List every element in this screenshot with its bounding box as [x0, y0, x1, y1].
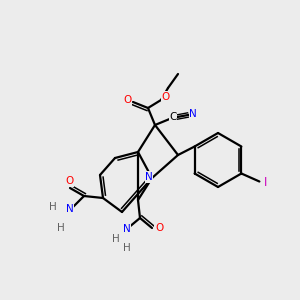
Text: I: I [264, 176, 267, 189]
Text: O: O [155, 223, 163, 233]
Text: N: N [66, 204, 74, 214]
Text: O: O [162, 92, 170, 102]
Text: H: H [112, 234, 120, 244]
Text: H: H [123, 243, 131, 253]
Text: N: N [145, 172, 153, 182]
Text: H: H [49, 202, 57, 212]
Text: C: C [169, 112, 177, 122]
Text: N: N [189, 109, 197, 119]
Text: O: O [123, 95, 131, 105]
Text: H: H [57, 223, 65, 233]
Text: O: O [65, 176, 73, 186]
Text: N: N [123, 224, 131, 234]
